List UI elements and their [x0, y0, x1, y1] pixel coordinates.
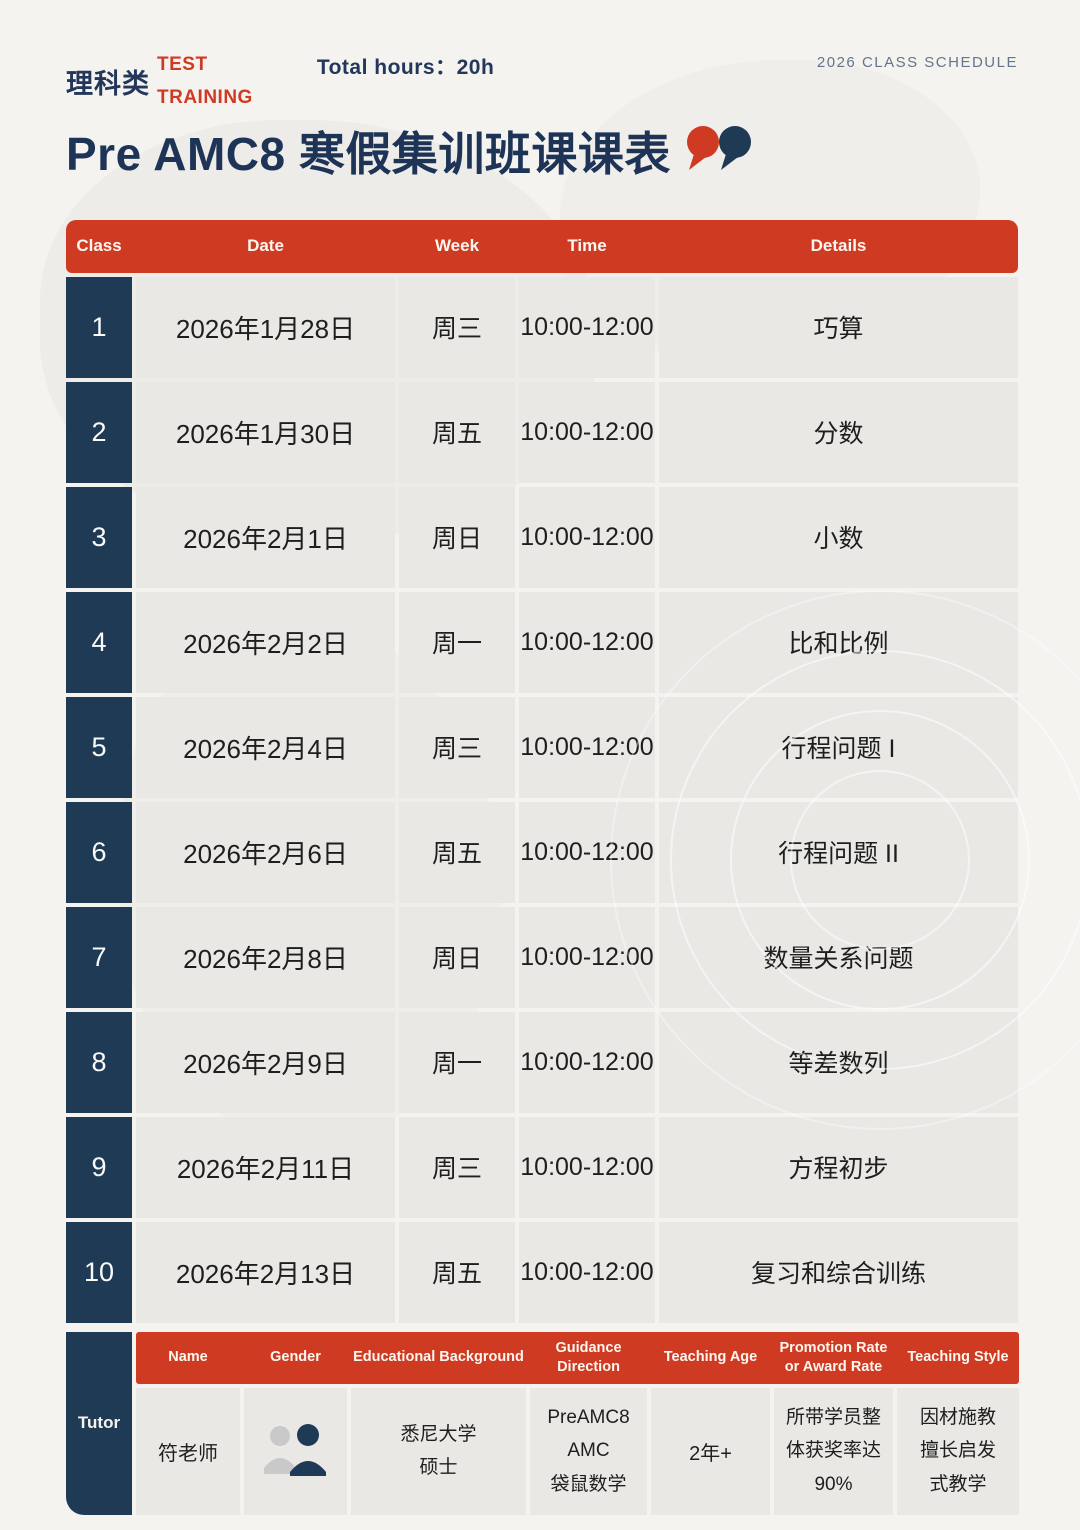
logo-text: 理科类	[66, 68, 150, 99]
tutor-gender-cell	[244, 1387, 347, 1515]
class-time: 10:00-12:00	[519, 591, 655, 693]
tutor-info-table: Tutor Name Gender Educational Background…	[66, 1331, 1019, 1515]
class-schedule-table: Class Date Week Time Details 1 2026年1月28…	[66, 219, 1018, 1323]
tutor-name: 符老师	[136, 1387, 240, 1515]
class-week: 周五	[399, 381, 515, 483]
tutor-education: 悉尼大学 硕士	[351, 1387, 526, 1515]
column-header-teaching-style: Teaching Style	[907, 1349, 1009, 1366]
table-row: 6 2026年2月6日 周五 10:00-12:00 行程问题 II	[66, 801, 1018, 903]
class-number: 2	[66, 381, 132, 483]
page-title: Pre AMC8 寒假集训班课课表	[66, 127, 671, 180]
class-week: 周一	[399, 591, 515, 693]
class-number: 1	[66, 276, 132, 378]
class-time: 10:00-12:00	[519, 486, 655, 588]
table-row: 9 2026年2月11日 周三 10:00-12:00 方程初步	[66, 1116, 1018, 1218]
class-number: 8	[66, 1011, 132, 1113]
class-number: 7	[66, 906, 132, 1008]
class-details: 比和比例	[659, 591, 1018, 693]
column-header-teaching-age: Teaching Age	[663, 1349, 758, 1366]
tutor-guidance-direction: PreAMC8 AMC 袋鼠数学	[530, 1387, 647, 1515]
male-female-figures-icon	[260, 1420, 332, 1482]
logo-subtext: TEST TRAINING	[157, 54, 253, 109]
class-date: 2026年2月1日	[136, 486, 395, 588]
class-week: 周一	[399, 1011, 515, 1113]
class-week: 周日	[399, 486, 515, 588]
column-header-education: Educational Background	[353, 1349, 524, 1366]
class-date: 2026年2月6日	[136, 801, 395, 903]
class-time: 10:00-12:00	[519, 696, 655, 798]
class-week: 周三	[399, 276, 515, 378]
brand-logo: 理科类 TEST TRAINING	[66, 48, 253, 115]
class-time: 10:00-12:00	[519, 381, 655, 483]
column-header-week: Week	[434, 236, 480, 255]
class-details: 巧算	[659, 276, 1018, 378]
column-header-gender: Gender	[270, 1349, 321, 1366]
class-time: 10:00-12:00	[519, 276, 655, 378]
tutor-data-row: 符老师	[136, 1387, 1019, 1515]
class-week: 周五	[399, 801, 515, 903]
class-date: 2026年2月4日	[136, 696, 395, 798]
schedule-header-row: Class Date Week Time Details	[66, 219, 1018, 273]
class-date: 2026年2月13日	[136, 1221, 395, 1323]
class-date: 2026年2月11日	[136, 1116, 395, 1218]
column-header-details: Details	[810, 236, 867, 255]
column-header-time: Time	[567, 236, 607, 255]
class-number: 5	[66, 696, 132, 798]
title-row: Pre AMC8 寒假集训班课课表	[66, 125, 1018, 182]
table-row: 1 2026年1月28日 周三 10:00-12:00 巧算	[66, 276, 1018, 378]
year-schedule-tag: 2026 CLASS SCHEDULE	[816, 54, 1018, 71]
table-row: 4 2026年2月2日 周一 10:00-12:00 比和比例	[66, 591, 1018, 693]
class-date: 2026年1月30日	[136, 381, 395, 483]
class-time: 10:00-12:00	[519, 1116, 655, 1218]
class-details: 方程初步	[659, 1116, 1018, 1218]
total-hours-value: 20h	[456, 56, 495, 79]
class-time: 10:00-12:00	[519, 1221, 655, 1323]
column-header-name: Name	[168, 1349, 208, 1366]
table-row: 8 2026年2月9日 周一 10:00-12:00 等差数列	[66, 1011, 1018, 1113]
class-date: 2026年2月9日	[136, 1011, 395, 1113]
tutor-teaching-style: 因材施教 擅长启发 式教学	[897, 1387, 1019, 1515]
top-bar: 理科类 TEST TRAINING Total hours：20h 2026 C…	[66, 48, 1018, 115]
class-week: 周三	[399, 1116, 515, 1218]
class-details: 小数	[659, 486, 1018, 588]
tutor-header-row: Name Gender Educational Background Guida…	[136, 1331, 1019, 1384]
class-details: 等差数列	[659, 1011, 1018, 1113]
table-row: 3 2026年2月1日 周日 10:00-12:00 小数	[66, 486, 1018, 588]
class-details: 行程问题 II	[659, 801, 1018, 903]
table-row: 7 2026年2月8日 周日 10:00-12:00 数量关系问题	[66, 906, 1018, 1008]
total-hours-label: Total hours：	[316, 56, 457, 79]
table-row: 10 2026年2月13日 周五 10:00-12:00 复习和综合训练	[66, 1221, 1018, 1323]
total-hours: Total hours：20h	[317, 51, 494, 81]
class-details: 分数	[659, 381, 1018, 483]
class-number: 4	[66, 591, 132, 693]
class-date: 2026年2月8日	[136, 906, 395, 1008]
class-week: 周日	[399, 906, 515, 1008]
class-number: 9	[66, 1116, 132, 1218]
class-date: 2026年1月28日	[136, 276, 395, 378]
class-number: 6	[66, 801, 132, 903]
class-time: 10:00-12:00	[519, 1011, 655, 1113]
class-time: 10:00-12:00	[519, 906, 655, 1008]
class-details: 复习和综合训练	[659, 1221, 1018, 1323]
class-details: 数量关系问题	[659, 906, 1018, 1008]
tutor-promotion-rate: 所带学员整 体获奖率达 90%	[774, 1387, 893, 1515]
table-row: 5 2026年2月4日 周三 10:00-12:00 行程问题 I	[66, 696, 1018, 798]
class-week: 周五	[399, 1221, 515, 1323]
class-number: 3	[66, 486, 132, 588]
column-header-class: Class	[76, 236, 122, 255]
class-week: 周三	[399, 696, 515, 798]
tutor-teaching-age: 2年+	[651, 1387, 770, 1515]
class-details: 行程问题 I	[659, 696, 1018, 798]
column-header-date: Date	[247, 236, 284, 255]
double-quote-icon	[685, 125, 759, 182]
class-date: 2026年2月2日	[136, 591, 395, 693]
column-header-promotion-rate: Promotion Rate or Award Rate	[779, 1340, 888, 1375]
class-number: 10	[66, 1221, 132, 1323]
column-header-guidance: Guidance Direction	[555, 1340, 622, 1375]
class-time: 10:00-12:00	[519, 801, 655, 903]
tutor-row-label: Tutor	[66, 1331, 132, 1515]
table-row: 2 2026年1月30日 周五 10:00-12:00 分数	[66, 381, 1018, 483]
